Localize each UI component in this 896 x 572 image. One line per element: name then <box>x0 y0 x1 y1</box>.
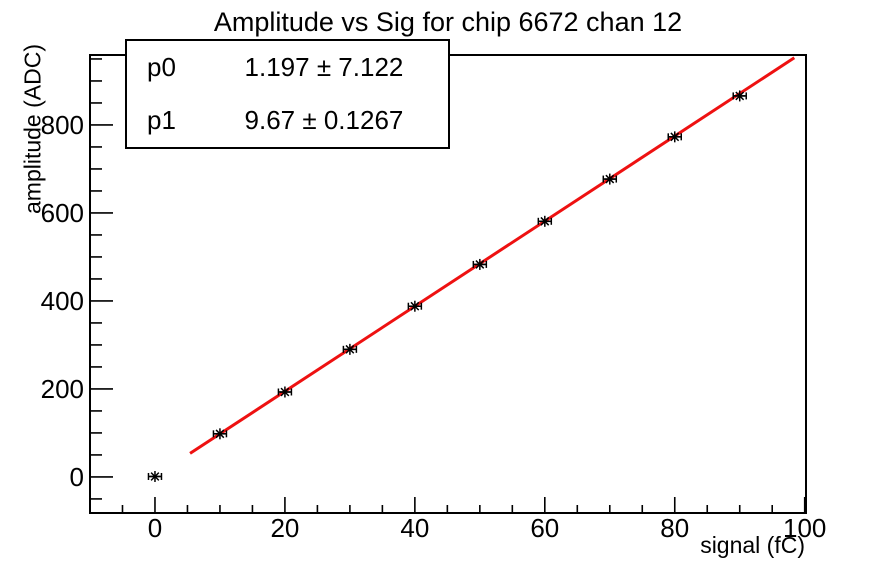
x-tick-label: 0 <box>148 513 162 543</box>
stat-param-name: p1 <box>147 105 176 135</box>
x-tick-label: 60 <box>530 513 559 543</box>
stat-param-value: 1.197 ± 7.122 <box>244 52 404 82</box>
x-axis-title: signal (fC) <box>700 532 805 558</box>
y-tick-label: 0 <box>70 462 84 492</box>
y-tick-label: 400 <box>41 286 84 316</box>
fit-stats-box: p0 1.197 ± 7.122 p1 9.67 ± 0.1267 <box>125 39 450 149</box>
stat-row-p1: p1 9.67 ± 0.1267 <box>127 105 448 136</box>
x-tick-label: 40 <box>400 513 429 543</box>
y-tick-label: 800 <box>41 110 84 140</box>
y-tick-label: 200 <box>41 374 84 404</box>
y-axis-title: amplitude (ADC) <box>19 44 46 214</box>
y-tick-label: 600 <box>41 198 84 228</box>
x-tick-label: 20 <box>270 513 299 543</box>
stat-param-value: 9.67 ± 0.1267 <box>244 105 404 135</box>
x-tick-label: 80 <box>660 513 689 543</box>
stat-param-name: p0 <box>147 52 176 82</box>
stat-row-p0: p0 1.197 ± 7.122 <box>127 52 448 83</box>
chart-title: Amplitude vs Sig for chip 6672 chan 12 <box>213 7 683 37</box>
x-tick-label: 100 <box>783 513 826 543</box>
